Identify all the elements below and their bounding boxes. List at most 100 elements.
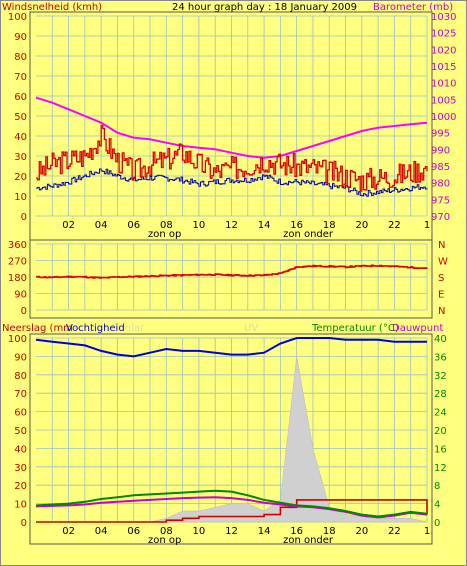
dewpoint-axis-title: Dauwpunt <box>392 323 443 334</box>
temp-y-tick: 16 <box>434 444 447 455</box>
barometer-axis-title: Barometer (mb) <box>373 2 453 13</box>
x-tick-label: 22 <box>388 526 401 537</box>
wind-y-tick: 0 <box>21 212 27 223</box>
x-tick-label: 22 <box>388 220 401 231</box>
rain-y-tick: 50 <box>14 426 27 437</box>
compass-label: S <box>438 273 444 284</box>
rain-y-tick: 0 <box>21 518 27 529</box>
temp-y-tick: 20 <box>434 426 447 437</box>
baro-y-tick: 995 <box>431 129 450 140</box>
x-tick-label: 10 <box>193 526 206 537</box>
direction-y-tick: 360 <box>8 240 27 251</box>
wind-speed-axis-title: Windsnelheid (kmh) <box>2 2 102 13</box>
wind-y-tick: 70 <box>14 72 27 83</box>
x-tick-label: 08 <box>160 526 173 537</box>
wind-average-line <box>36 168 428 197</box>
temp-y-tick: 4 <box>434 500 440 511</box>
x-tick-label: 18 <box>323 526 336 537</box>
wind-y-tick: 80 <box>14 52 27 63</box>
x-tick-label: 16 <box>290 526 303 537</box>
humidity-line <box>35 337 427 358</box>
wind-y-tick: 20 <box>14 172 27 183</box>
rain-axis-title: Neerslag (mm <box>2 323 73 334</box>
temp-y-tick: 12 <box>434 463 447 474</box>
direction-y-tick: 90 <box>14 290 27 301</box>
baro-y-tick: 975 <box>431 195 450 206</box>
rain-y-tick: 40 <box>14 444 27 455</box>
sunrise-label: zon op <box>148 229 181 240</box>
temp-y-tick: 28 <box>434 389 447 400</box>
x-tick-label: 20 <box>355 526 368 537</box>
x-tick-label: 20 <box>355 220 368 231</box>
wind-speed-line <box>36 124 428 192</box>
baro-y-tick: 1010 <box>431 79 456 90</box>
sunrise-label: zon op <box>148 535 181 546</box>
rain-humidity-temp-panel: 0102030405060708090100048121620242832364… <box>8 334 447 546</box>
rain-y-tick: 90 <box>14 352 27 363</box>
temperature-line <box>35 489 428 518</box>
baro-y-tick: 1030 <box>431 12 456 23</box>
wind-y-tick: 60 <box>14 92 27 103</box>
temp-y-tick: 8 <box>434 481 440 492</box>
barometer-line <box>35 96 428 159</box>
wind-direction-line <box>36 264 428 279</box>
wind-y-tick: 40 <box>14 132 27 143</box>
temp-y-tick: 0 <box>434 518 440 529</box>
baro-y-tick: 990 <box>431 145 450 156</box>
panel3-frame <box>29 333 433 545</box>
compass-label: N <box>438 306 445 317</box>
baro-y-tick: 985 <box>431 162 450 173</box>
x-tick-label: 14 <box>258 220 271 231</box>
sunset-label: zon onder <box>283 229 334 240</box>
sunset-label: zon onder <box>283 535 334 546</box>
rain-y-tick: 80 <box>14 371 27 382</box>
chart-title: 24 hour graph day : 18 January 2009 <box>172 2 357 13</box>
temp-y-tick: 24 <box>434 408 447 419</box>
rain-y-tick: 20 <box>14 481 27 492</box>
x-tick-label: 18 <box>323 220 336 231</box>
wind-y-tick: 30 <box>14 152 27 163</box>
temp-y-tick: 32 <box>434 371 447 382</box>
temp-y-tick: 40 <box>434 334 447 345</box>
x-tick-label: 04 <box>95 526 108 537</box>
x-tick-label: 04 <box>95 220 108 231</box>
direction-y-tick: 0 <box>21 306 27 317</box>
x-tick-label: 12 <box>225 526 238 537</box>
x-tick-label: 1 <box>424 526 430 537</box>
compass-label: E <box>438 290 444 301</box>
x-tick-label: 06 <box>127 526 140 537</box>
rain-y-tick: 30 <box>14 463 27 474</box>
baro-y-tick: 1005 <box>431 95 456 106</box>
humidity-axis-title: Vochtigheid <box>66 323 125 334</box>
temp-y-tick: 36 <box>434 352 447 363</box>
x-tick-label: 16 <box>290 220 303 231</box>
baro-y-tick: 1000 <box>431 112 456 123</box>
wind-y-tick: 90 <box>14 32 27 43</box>
x-tick-label: 08 <box>160 220 173 231</box>
baro-y-tick: 980 <box>431 179 450 190</box>
baro-y-tick: 1015 <box>431 62 456 73</box>
solar-label: olar <box>125 323 145 334</box>
x-tick-label: 14 <box>258 526 271 537</box>
wind-y-tick: 100 <box>8 12 27 23</box>
uv-label: UV <box>244 323 258 334</box>
x-tick-label: 1 <box>424 220 430 231</box>
rain-line <box>36 499 428 523</box>
wind-y-tick: 10 <box>14 192 27 203</box>
rain-y-tick: 100 <box>8 334 27 345</box>
x-tick-label: 02 <box>62 220 75 231</box>
wind-barometer-panel: 0102030405060708090100970975980985990995… <box>8 12 457 240</box>
rain-y-tick: 60 <box>14 408 27 419</box>
compass-label: W <box>438 257 448 268</box>
x-tick-label: 10 <box>193 220 206 231</box>
x-tick-label: 12 <box>225 220 238 231</box>
panel1-frame <box>29 11 433 241</box>
rain-y-tick: 70 <box>14 389 27 400</box>
baro-y-tick: 1025 <box>431 29 456 40</box>
direction-y-tick: 270 <box>8 257 27 268</box>
